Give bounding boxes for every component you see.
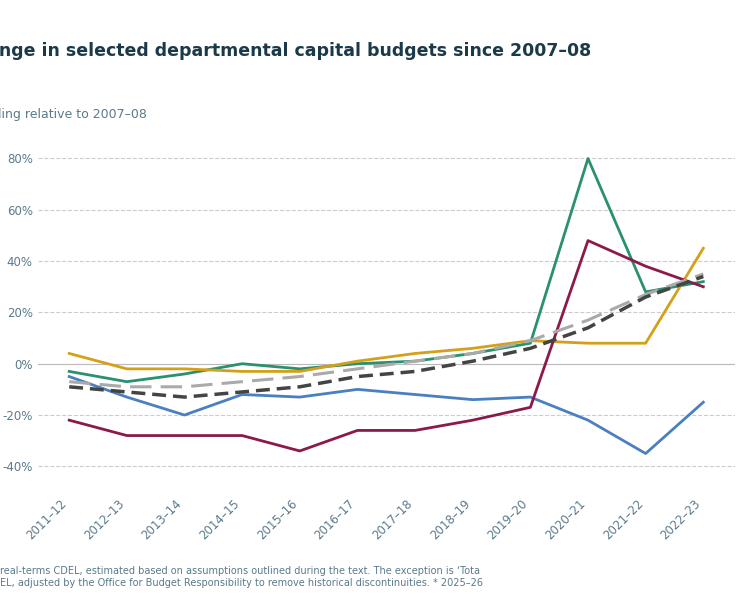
Text: real-terms CDEL, estimated based on assumptions outlined during the text. The ex: real-terms CDEL, estimated based on assu…: [0, 566, 483, 588]
Text: Spending relative to 2007–08: Spending relative to 2007–08: [0, 108, 147, 121]
Text: Change in selected departmental capital budgets since 2007–08: Change in selected departmental capital …: [0, 42, 592, 60]
